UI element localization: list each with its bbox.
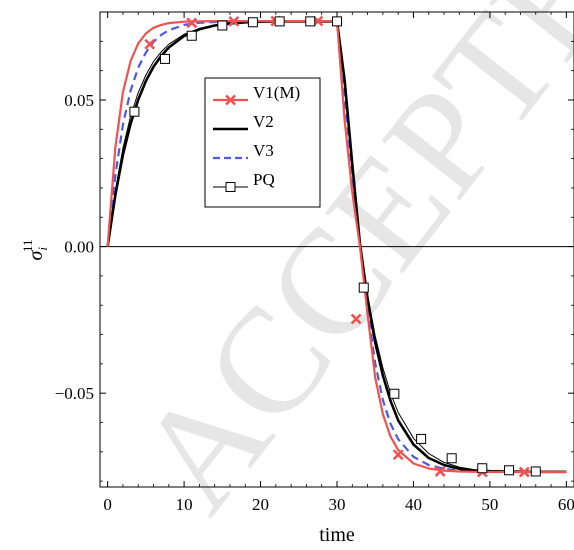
marker-square-pq [389,388,400,399]
legend-marker-x [225,94,236,106]
series-markers [129,15,541,478]
x-tick-label: 20 [252,495,269,514]
marker-square-pq [358,282,369,293]
x-tick-label: 10 [176,495,193,514]
y-axis-title: σi11 [20,239,50,260]
x-tick-label: 0 [103,495,112,514]
marker-square-pq [530,466,541,477]
legend-label: V2 [253,112,274,131]
marker-square-pq [416,433,427,444]
marker-square-pq [186,30,197,41]
marker-square-pq [247,17,258,28]
y-axis-title-sub: i [35,247,50,251]
legend-label: V3 [253,141,274,160]
axis-ticks: 0 10 20 30 40 50 60 −0.05 0.00 0.05 [55,12,574,514]
legend: V1(M) V2 V3 PQ [204,77,321,208]
legend-label: PQ [253,170,275,189]
marker-square-pq [274,16,285,27]
marker-square-pq [129,106,140,117]
marker-x-v1m [434,466,446,477]
marker-x-v1m [228,15,240,27]
y-tick-label: −0.05 [55,384,94,403]
x-tick-label: 40 [405,495,422,514]
marker-square-pq [332,16,342,27]
marker-square-pq [477,463,488,474]
y-tick-label: 0.00 [64,238,94,257]
y-tick-label: 0.05 [64,91,94,110]
x-tick-label: 60 [558,495,574,514]
marker-x-v1m [144,38,156,50]
marker-square-pq [504,465,515,476]
legend-marker-square [225,182,236,192]
marker-square-pq [159,53,170,64]
x-axis-title: time [319,524,355,546]
y-axis-title-base: σ [25,250,47,261]
marker-square-pq [305,16,316,27]
marker-x-v1m [186,17,198,29]
watermark-text: ACCEPTED [105,0,574,540]
marker-x-v1m [350,313,362,325]
marker-square-pq [217,20,228,31]
legend-label: V1(M) [253,83,300,102]
marker-square-pq [446,453,457,464]
x-tick-label: 50 [481,495,498,514]
y-axis-title-sup: 11 [20,239,35,252]
marker-x-v1m [518,466,530,478]
marker-x-v1m [392,449,404,461]
x-tick-label: 30 [329,495,346,514]
